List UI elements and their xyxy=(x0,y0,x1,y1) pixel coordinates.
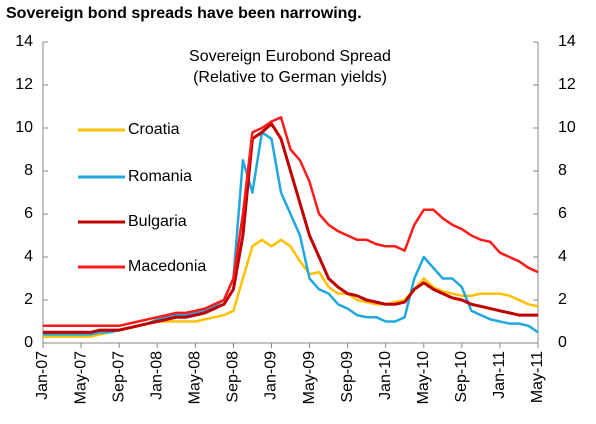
y-tick-label: 0 xyxy=(24,334,33,351)
x-tick-label: Jan-07 xyxy=(34,351,51,400)
y-tick-label: 8 xyxy=(24,162,33,179)
legend-label: Macedonia xyxy=(128,258,206,275)
y-tick-label: 6 xyxy=(24,205,33,222)
y2-tick-label: 14 xyxy=(558,33,576,50)
y2-tick-label: 4 xyxy=(558,248,567,265)
x-tick-label: May-09 xyxy=(301,351,318,404)
series-line xyxy=(43,122,538,334)
y2-tick-label: 2 xyxy=(558,291,567,308)
y-tick-label: 12 xyxy=(15,76,33,93)
x-tick-label: Jan-11 xyxy=(491,351,508,399)
x-tick-label: May-08 xyxy=(187,351,204,404)
y2-tick-label: 12 xyxy=(558,76,576,93)
y2-tick-label: 10 xyxy=(558,119,576,136)
legend-label: Croatia xyxy=(128,121,180,138)
y-tick-label: 4 xyxy=(24,248,33,265)
series-line xyxy=(43,131,539,336)
chart-title: Sovereign bond spreads have been narrowi… xyxy=(6,5,362,22)
chart-subtitle: Sovereign Eurobond Spread xyxy=(189,48,391,65)
legend-label: Bulgaria xyxy=(128,213,187,230)
legend-label: Romania xyxy=(128,168,192,185)
x-tick-label: Sep-07 xyxy=(110,351,127,403)
y2-tick-label: 8 xyxy=(558,162,567,179)
x-tick-label: May-11 xyxy=(529,351,546,403)
x-tick-label: Jan-10 xyxy=(377,351,394,400)
x-tick-label: Sep-08 xyxy=(225,351,242,403)
y-tick-label: 10 xyxy=(15,119,33,136)
y2-tick-label: 0 xyxy=(558,334,567,351)
y-tick-label: 2 xyxy=(24,291,33,308)
series-line xyxy=(43,238,539,338)
series-line xyxy=(43,116,539,328)
chart-subtitle: (Relative to German yields) xyxy=(193,69,387,86)
y-tick-label: 14 xyxy=(15,33,33,50)
x-tick-label: Jan-08 xyxy=(148,351,165,400)
x-tick-label: Sep-09 xyxy=(339,351,356,403)
x-tick-label: May-07 xyxy=(72,351,89,404)
y2-tick-label: 6 xyxy=(558,205,567,222)
x-tick-label: Sep-10 xyxy=(453,351,470,403)
x-tick-label: Jan-09 xyxy=(263,351,280,400)
x-tick-label: May-10 xyxy=(415,351,432,404)
